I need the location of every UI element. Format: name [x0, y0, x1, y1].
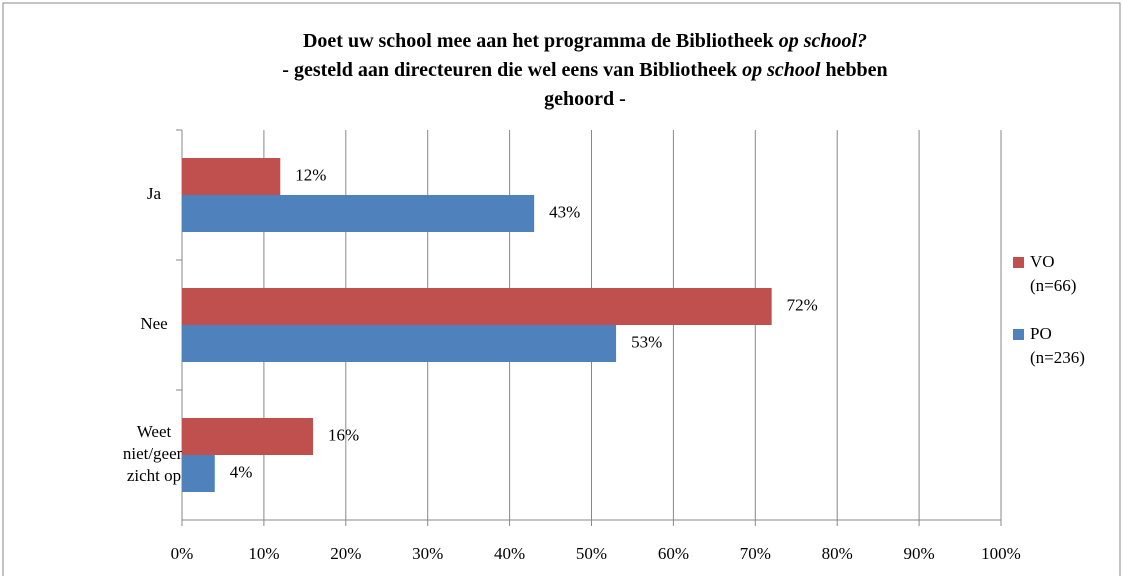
bar [182, 288, 772, 325]
title-part: op school [742, 59, 821, 81]
data-label: 72% [787, 295, 818, 314]
y-tick-label: Nee [140, 314, 167, 333]
chart-title: Doet uw school mee aan het programma de … [303, 30, 867, 52]
bar [182, 195, 535, 232]
title-part: op school? [779, 30, 867, 52]
title-part: Doet uw school mee aan het programma de … [303, 30, 779, 52]
title-part: gehoord - [544, 88, 626, 110]
bar [182, 418, 314, 455]
x-tick-label: 70% [740, 544, 771, 563]
x-tick-label: 10% [248, 544, 279, 563]
legend-label: PO (n=236) [1030, 324, 1085, 367]
x-tick-label: 60% [658, 544, 689, 563]
x-tick-label: 40% [494, 544, 525, 563]
data-label: 12% [295, 165, 326, 184]
title-part: - gesteld aan directeuren die wel eens v… [282, 59, 742, 81]
x-tick-label: 100% [981, 544, 1021, 563]
x-tick-label: 50% [576, 544, 607, 563]
x-tick-label: 90% [904, 544, 935, 563]
bar [182, 455, 215, 492]
y-tick-label: Weet [137, 422, 172, 441]
legend-swatch [1013, 257, 1024, 268]
legend-swatch [1013, 329, 1024, 340]
bar [182, 325, 617, 362]
x-tick-label: 30% [412, 544, 443, 563]
data-label: 16% [328, 425, 359, 444]
chart-title: gehoord - [544, 88, 626, 110]
x-tick-label: 0% [171, 544, 194, 563]
chart-title: - gesteld aan directeuren die wel eens v… [282, 59, 887, 81]
y-tick-label: Ja [147, 184, 162, 203]
title-part: hebben [820, 59, 887, 81]
x-tick-label: 80% [822, 544, 853, 563]
y-tick-label: niet/geen [123, 444, 186, 463]
data-label: 53% [631, 332, 662, 351]
y-tick-label: zicht op [127, 466, 181, 485]
x-tick-label: 20% [330, 544, 361, 563]
data-label: 43% [549, 202, 580, 221]
data-label: 4% [230, 462, 253, 481]
legend-label: VO (n=66) [1030, 252, 1077, 295]
bar [182, 158, 281, 195]
